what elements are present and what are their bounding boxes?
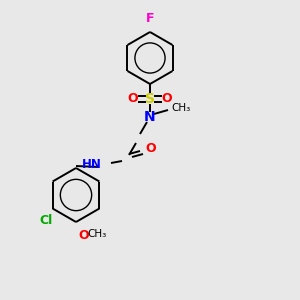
- Text: CH₃: CH₃: [171, 103, 190, 113]
- Text: F: F: [146, 12, 154, 25]
- Text: S: S: [145, 92, 155, 106]
- Text: O: O: [128, 92, 138, 106]
- Text: N: N: [144, 110, 156, 124]
- Text: O: O: [145, 142, 156, 154]
- Text: CH₃: CH₃: [87, 229, 106, 239]
- Text: O: O: [78, 229, 88, 242]
- Text: Cl: Cl: [39, 214, 52, 226]
- Text: HN: HN: [82, 158, 102, 170]
- Text: O: O: [162, 92, 172, 106]
